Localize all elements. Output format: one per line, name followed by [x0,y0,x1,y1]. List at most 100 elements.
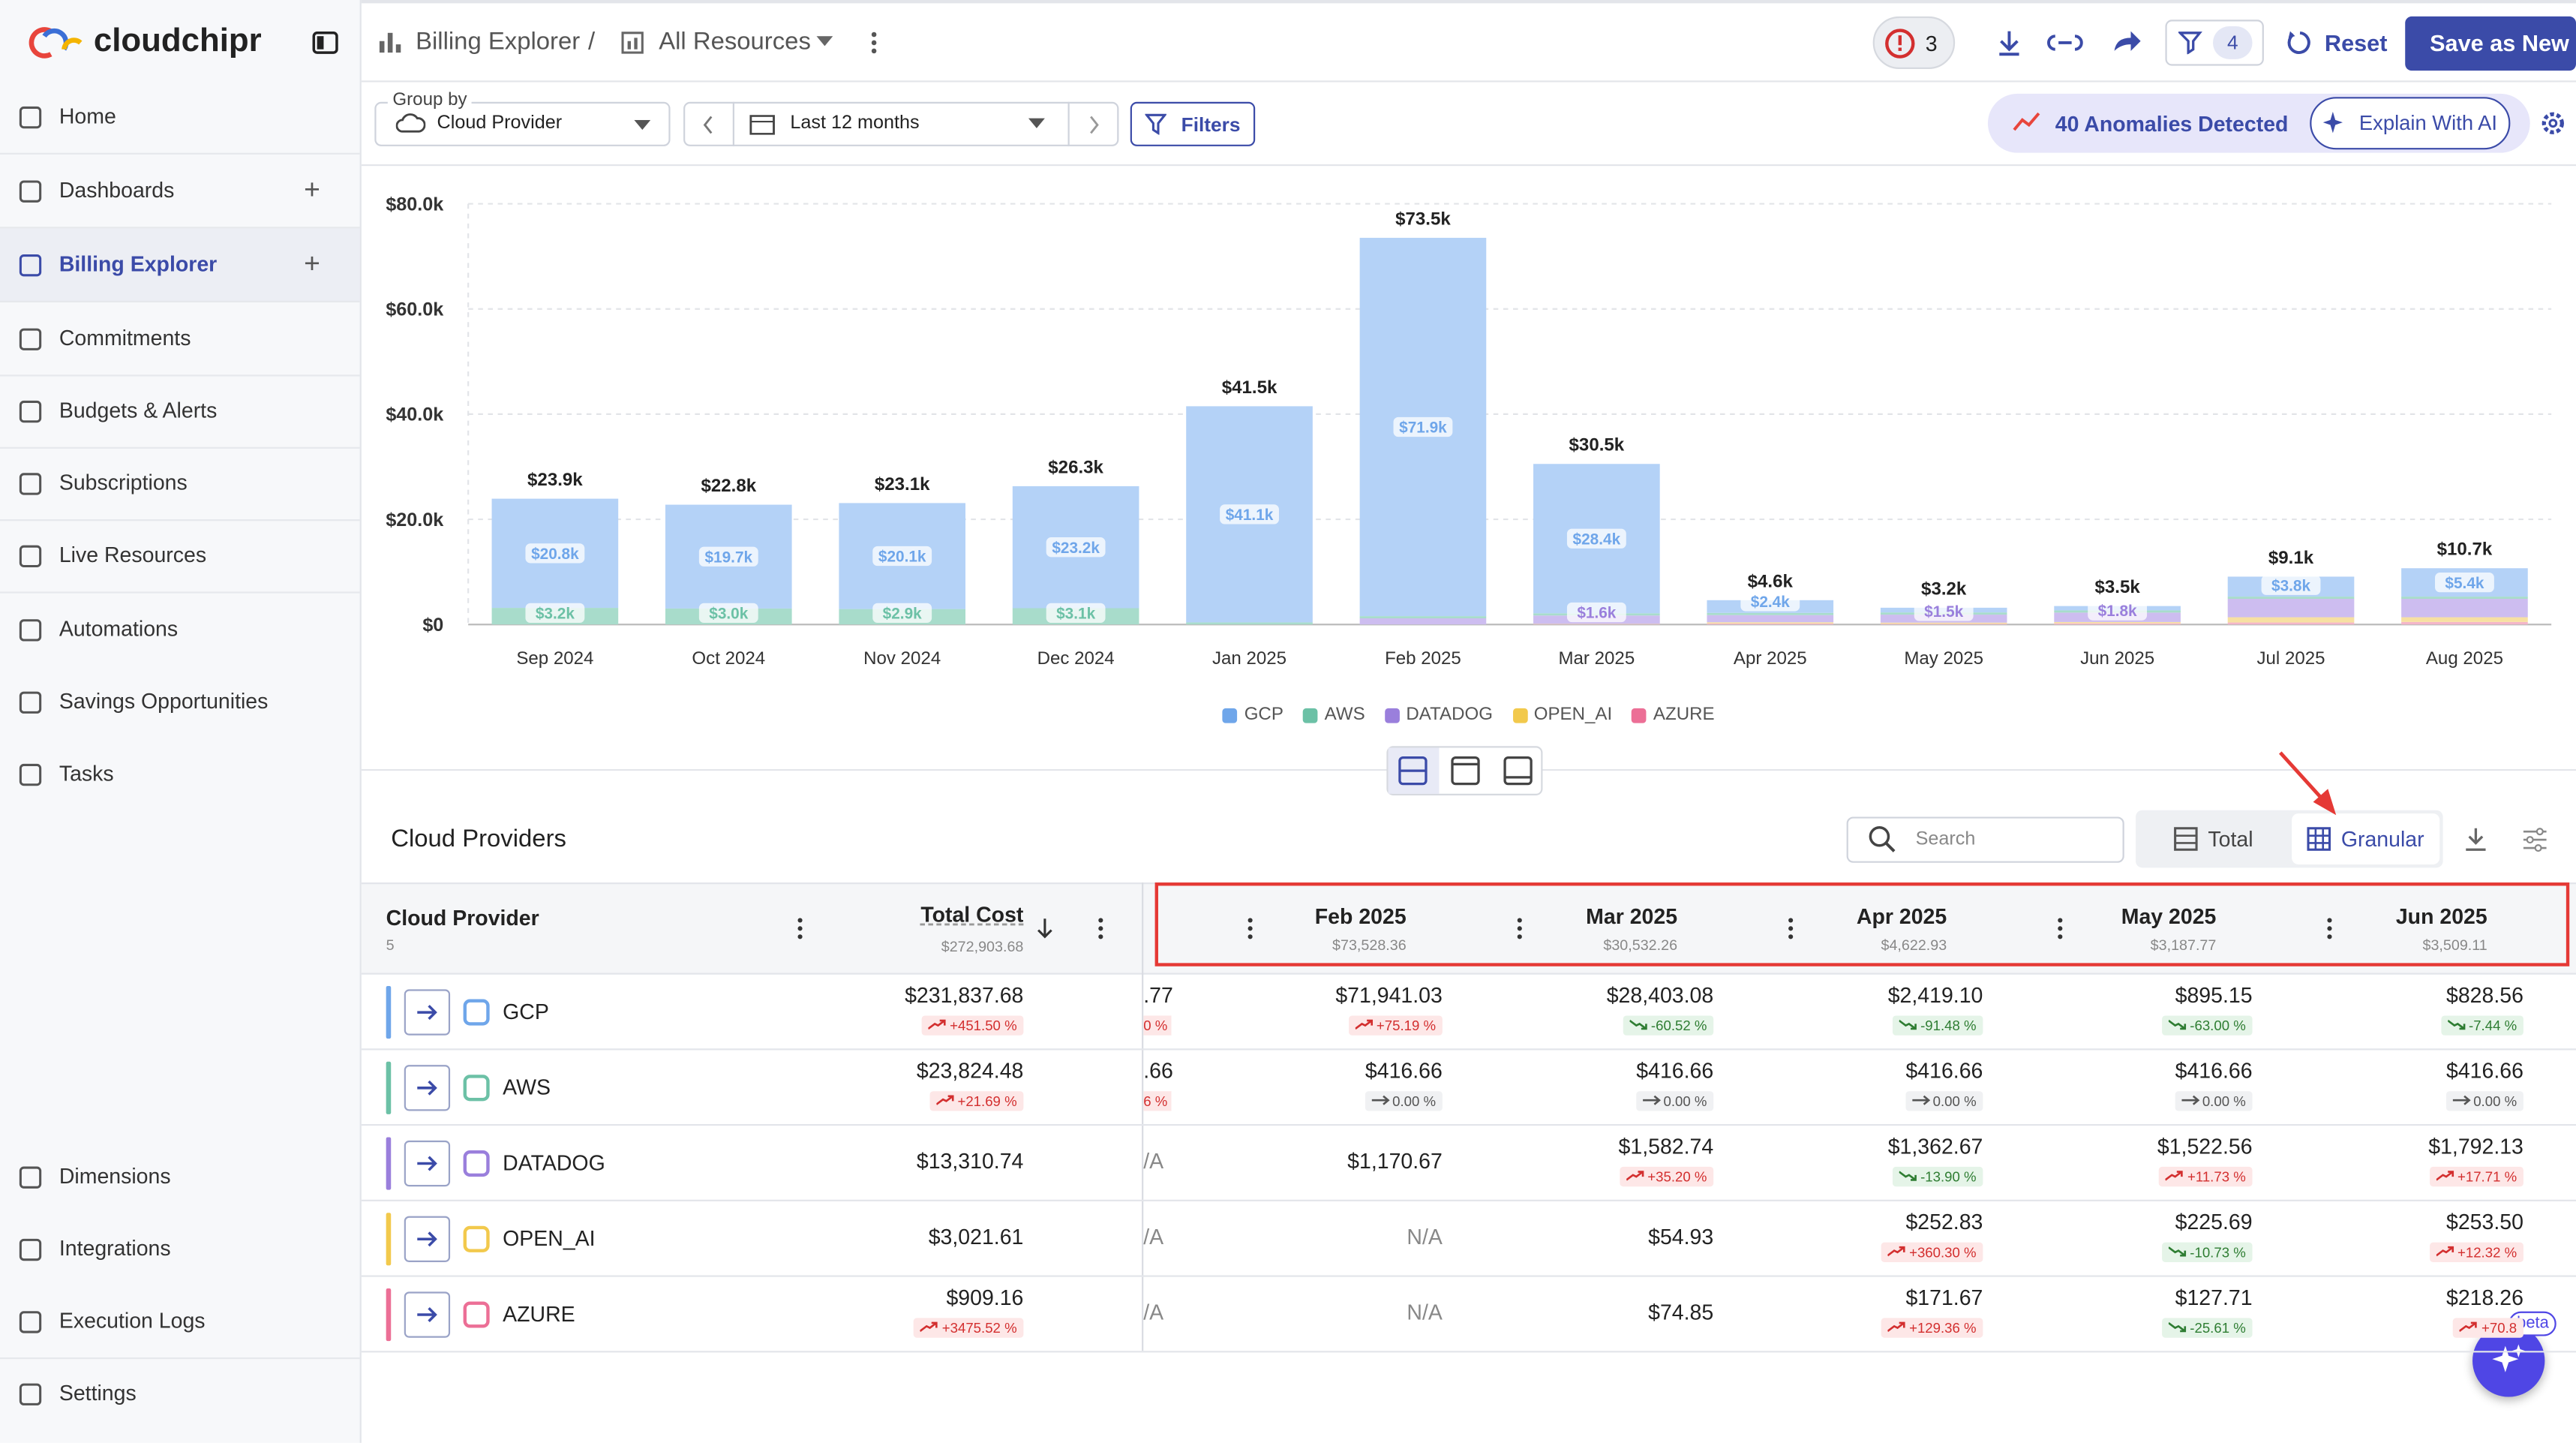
arrow-icon [406,1294,449,1336]
nav-item[interactable]: Commitments [59,326,191,350]
row-divider [362,1275,2576,1276]
change-text: +129.36 % [1909,1320,1977,1336]
change-badge: -13.90 % [1893,1167,1983,1186]
expand-button[interactable] [404,1141,450,1186]
row-color [386,1062,392,1114]
trend-path [2181,1096,2197,1105]
column-menu[interactable] [2055,917,2065,940]
nav-item[interactable]: Dimensions [59,1164,171,1189]
segment-label: $20.8k [525,543,584,563]
add-icon[interactable]: + [304,250,320,278]
change-badge: -60.52 % [1623,1015,1714,1035]
change-badge: 0 % [1143,1015,1170,1035]
nav-item[interactable]: Subscriptions [59,470,188,495]
icon-shape [20,401,40,421]
legend-item[interactable]: GCP [1223,705,1283,725]
month-header: Apr 2025 [1701,904,1947,929]
nav-item[interactable]: Automations [59,616,178,641]
bar-segment [2228,623,2355,625]
segment-label: $2.9k [872,603,932,623]
nav-item[interactable]: Savings Opportunities [59,689,269,714]
trend-icon [2436,1170,2454,1181]
change-text: -13.90 % [1920,1168,1977,1185]
expand-button[interactable] [404,1065,450,1111]
column-menu[interactable] [1096,917,1106,940]
total-label: $3.2k [1921,579,1967,599]
view-granular[interactable]: Granular [2341,827,2424,852]
column-menu[interactable] [1245,917,1255,940]
total-header[interactable]: Total Cost [740,902,1024,927]
nav-item[interactable]: Budgets & Alerts [59,398,218,422]
icon-shape [20,256,40,275]
nav-item[interactable]: Home [59,104,116,128]
legend-item[interactable]: DATADOG [1385,705,1493,725]
add-icon[interactable]: + [304,176,320,203]
trend-path [920,1323,937,1331]
legend-item[interactable]: OPEN_AI [1512,705,1612,725]
column-menu[interactable] [1515,917,1524,940]
table-title: Cloud Providers [391,825,566,852]
granular-icon [2307,827,2333,853]
column-menu[interactable] [795,917,805,940]
dot [2058,934,2062,939]
segment-label: $3.1k [1046,603,1106,623]
trend-icon [1911,1095,1929,1106]
nav-item[interactable]: Billing Explorer [59,251,217,276]
bar-segment [1707,613,1833,615]
nav-item[interactable]: Live Resources [59,543,206,567]
segment-label: $20.1k [872,546,932,566]
y-tick-label: $60.0k [386,299,444,320]
nav-divider [0,447,360,449]
table-icons[interactable] [2463,825,2553,854]
icon-shape [20,693,40,712]
expand-button[interactable] [404,989,450,1035]
expand-button[interactable] [404,1216,450,1262]
nav-item[interactable]: Tasks [59,761,114,786]
column-menu[interactable] [1786,917,1796,940]
nav-icon [18,1382,43,1407]
provider-header: Cloud Provider [386,906,539,930]
sort-icon[interactable] [1035,917,1055,940]
total-label: $9.1k [2268,548,2314,568]
change-text: 0.00 % [2202,1093,2246,1109]
total-icon [2173,827,2199,853]
trend-icon [1642,1095,1660,1106]
change-text: +35.20 % [1647,1168,1707,1185]
nav-item[interactable]: Settings [59,1381,137,1405]
view-total[interactable]: Total [2208,827,2253,852]
legend-swatch [1223,708,1238,723]
segment-label: $3.0k [699,603,758,623]
total-label: $26.3k [1048,457,1103,477]
change-text: +12.32 % [2457,1244,2517,1261]
change-badge: +3475.52 % [914,1318,1024,1337]
bar-segment [1707,615,1833,623]
expand-button[interactable] [404,1291,450,1337]
icon-shape [20,1384,40,1404]
legend-item[interactable]: AWS [1303,705,1365,725]
icon-shape [20,765,40,784]
trend-icon [1899,1170,1917,1181]
total-value: $23,824.48 [690,1058,1024,1083]
trend-path [2452,1096,2469,1105]
legend-label: AWS [1325,705,1365,725]
provider-logo [464,1075,490,1101]
layout-icons[interactable] [1386,746,1542,795]
change-text: -91.48 % [1920,1018,1977,1034]
column-menu[interactable] [2325,917,2334,940]
nav-item[interactable]: Integrations [59,1236,171,1261]
icon-shape [20,1168,40,1187]
total-value: $3,021.61 [690,1225,1024,1249]
change-text: -25.61 % [2190,1320,2246,1336]
dot [1248,918,1253,922]
segment-label-text: $3.1k [1056,606,1095,623]
nav-item[interactable]: Execution Logs [59,1308,206,1333]
month-value: $2,419.10 [1720,983,1983,1008]
trend-path [2460,1323,2477,1331]
segment-label-text: $41.1k [1226,507,1274,524]
change-text: -63.00 % [2190,1018,2246,1034]
change-badge: +11.73 % [2160,1167,2253,1186]
segment-label: $5.4k [2435,573,2494,592]
nav-item[interactable]: Dashboards [59,178,175,203]
dot [1518,918,1522,922]
legend-item[interactable]: AZURE [1632,705,1714,725]
